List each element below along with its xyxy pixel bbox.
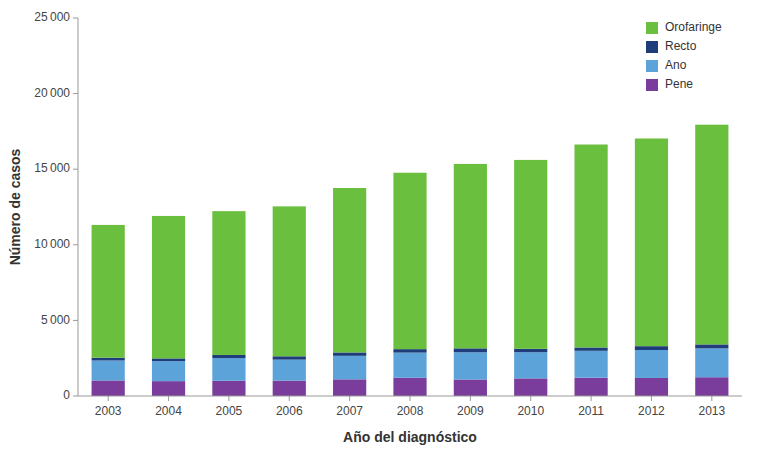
bar-segment xyxy=(152,358,185,361)
x-tick-label: 2013 xyxy=(698,404,725,418)
bar-segment xyxy=(514,160,547,349)
y-axis-line xyxy=(78,18,79,396)
y-tick xyxy=(73,396,78,397)
y-tick xyxy=(73,244,78,245)
x-tick xyxy=(168,396,169,401)
x-tick-label: 2009 xyxy=(457,404,484,418)
bar-segment xyxy=(92,358,125,361)
x-tick xyxy=(349,396,350,401)
bar-segment xyxy=(695,125,728,345)
bar-segment xyxy=(92,380,125,396)
legend-label: Ano xyxy=(665,58,687,72)
bar-segment xyxy=(393,353,426,378)
x-axis-label: Año del diagnóstico xyxy=(343,429,477,445)
bar-segment xyxy=(273,206,306,356)
x-tick-label: 2006 xyxy=(276,404,303,418)
bar-segment xyxy=(574,378,607,396)
bar-segment xyxy=(695,344,728,348)
x-tick-label: 2004 xyxy=(155,404,182,418)
y-tick-label: 10 000 xyxy=(34,237,70,251)
bar-segment xyxy=(454,164,487,348)
y-tick xyxy=(73,93,78,94)
bar-segment xyxy=(514,352,547,378)
bar-segment xyxy=(635,378,668,396)
x-tick-label: 2010 xyxy=(517,404,544,418)
bar-segment xyxy=(454,380,487,396)
legend-label: Recto xyxy=(665,39,697,53)
x-tick-label: 2011 xyxy=(578,404,604,418)
y-tick xyxy=(73,320,78,321)
bar-segment xyxy=(695,377,728,396)
bar-segment xyxy=(514,378,547,396)
bar-segment xyxy=(273,356,306,359)
chart: 05 00010 00015 00020 00025 0002003200420… xyxy=(0,0,760,454)
x-tick-label: 2012 xyxy=(638,404,665,418)
x-tick xyxy=(651,396,652,401)
y-tick-label: 25 000 xyxy=(34,10,70,24)
bar-segment xyxy=(212,358,245,381)
bar-segment xyxy=(333,352,366,355)
bar-segment xyxy=(574,351,607,378)
bar-segment xyxy=(393,173,426,349)
bar-segment xyxy=(393,378,426,396)
x-tick xyxy=(591,396,592,401)
bar-segment xyxy=(333,356,366,380)
bar-segment xyxy=(635,138,668,346)
x-tick xyxy=(228,396,229,401)
bar-segment xyxy=(454,352,487,379)
x-tick xyxy=(470,396,471,401)
bar-segment xyxy=(273,360,306,381)
bar-segment xyxy=(574,347,607,350)
x-tick xyxy=(530,396,531,401)
bars xyxy=(92,125,729,396)
y-axis-label: Número de casos xyxy=(7,148,23,265)
x-tick xyxy=(108,396,109,401)
bar-segment xyxy=(514,349,547,352)
x-tick-label: 2005 xyxy=(216,404,243,418)
y-tick-label: 20 000 xyxy=(34,86,70,100)
bar-segment xyxy=(212,355,245,358)
bar-segment xyxy=(574,145,607,348)
bar-segment xyxy=(212,381,245,396)
x-tick xyxy=(410,396,411,401)
y-axis: 0 5 000 10 000 15 000 20 000 25 000 xyxy=(34,10,78,402)
legend: Orofaringe Recto Ano Pene xyxy=(646,20,722,91)
legend-label: Pene xyxy=(665,77,693,91)
x-tick-label: 2003 xyxy=(95,404,122,418)
y-tick-label: 15 000 xyxy=(34,161,70,175)
y-tick xyxy=(73,169,78,170)
bar-segment xyxy=(152,216,185,358)
bar-segment xyxy=(212,211,245,355)
legend-swatch xyxy=(646,79,658,91)
bar-segment xyxy=(695,348,728,377)
bar-segment xyxy=(635,346,668,350)
x-tick xyxy=(289,396,290,401)
x-tick-label: 2008 xyxy=(397,404,424,418)
bar-segment xyxy=(273,381,306,396)
y-tick-label: 0 xyxy=(63,388,70,402)
legend-swatch xyxy=(646,60,658,72)
y-tick xyxy=(73,18,78,19)
bar-segment xyxy=(152,381,185,396)
bar-segment xyxy=(152,361,185,381)
legend-swatch xyxy=(646,22,658,34)
bar-segment xyxy=(333,188,366,352)
bar-segment xyxy=(92,360,125,380)
bar-segment xyxy=(635,350,668,378)
y-tick-label: 5 000 xyxy=(41,313,70,327)
legend-label: Orofaringe xyxy=(665,20,722,34)
x-axis: 2003 2004 2005 2006 2007 2008 2009 2010 2011 2012… xyxy=(95,396,726,418)
bar-segment xyxy=(393,349,426,352)
bar-segment xyxy=(333,379,366,396)
bar-segment xyxy=(92,225,125,358)
legend-swatch xyxy=(646,41,658,53)
x-tick-label: 2007 xyxy=(336,404,363,418)
bar-segment xyxy=(454,348,487,352)
x-tick xyxy=(711,396,712,401)
